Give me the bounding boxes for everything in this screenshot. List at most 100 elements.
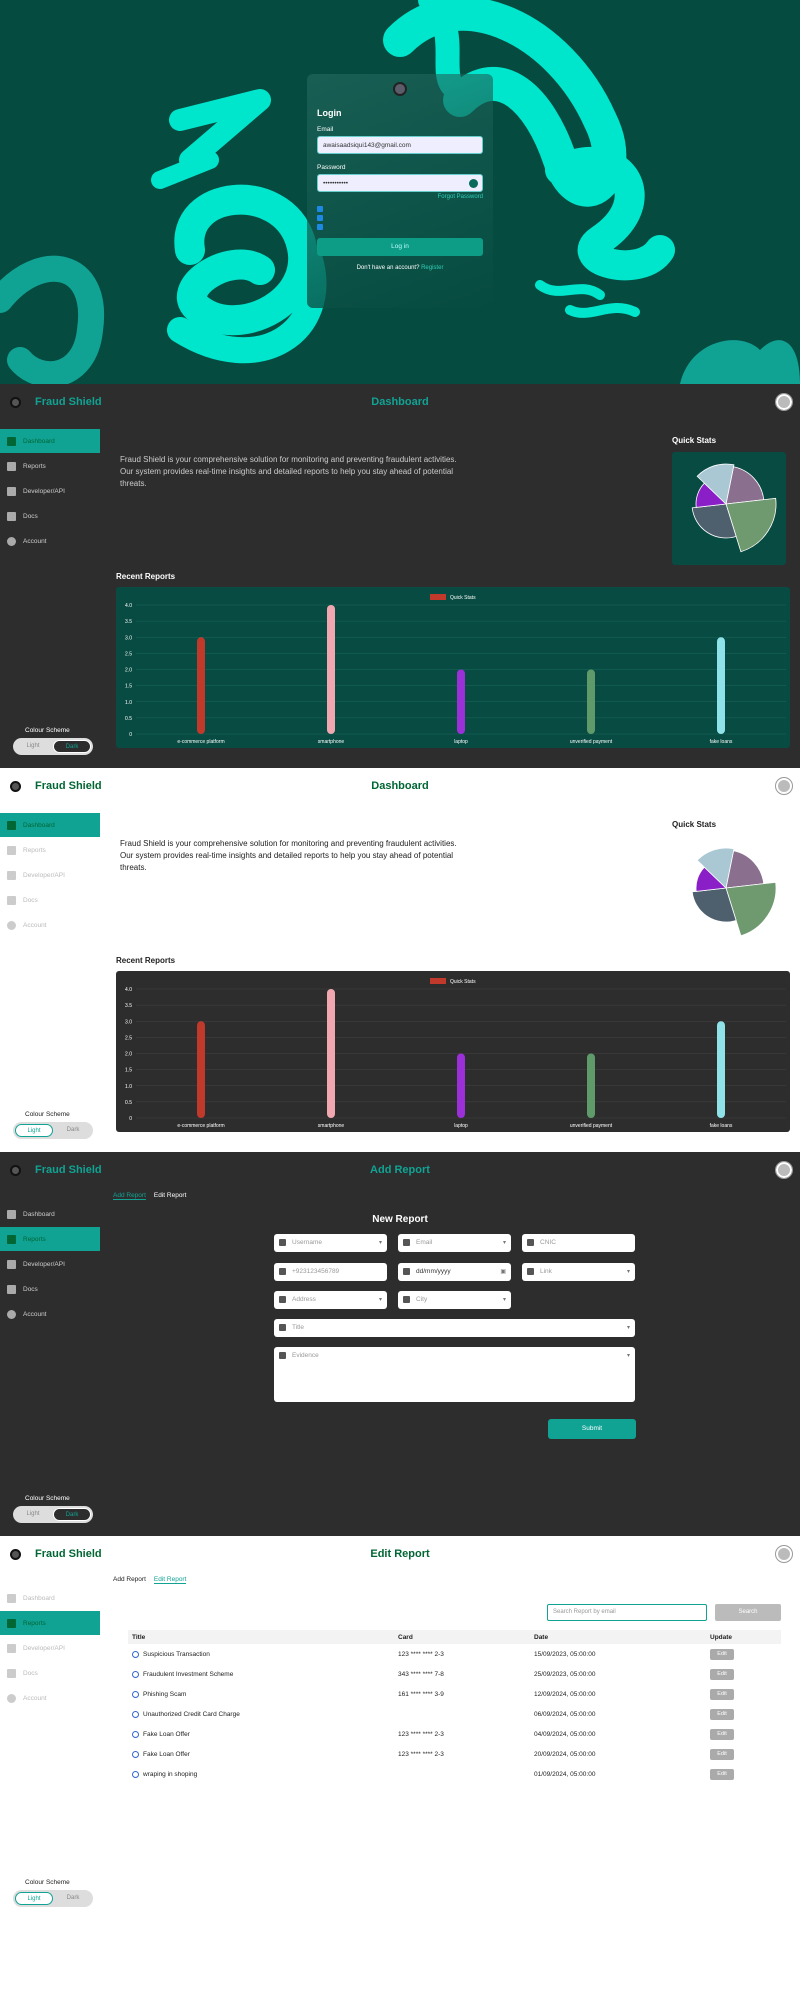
scheme-toggle[interactable]: Light Dark — [13, 1122, 93, 1139]
sidebar-item-reports[interactable]: Reports — [0, 1611, 100, 1635]
calendar-icon — [403, 1268, 410, 1275]
row-title[interactable]: wraping in shoping — [128, 1770, 398, 1778]
search-button[interactable]: Search — [715, 1604, 781, 1621]
sidebar-item-account[interactable]: Account — [0, 529, 100, 553]
dark-option[interactable]: Dark — [53, 1508, 91, 1521]
light-option[interactable]: Light — [26, 743, 40, 749]
dark-option[interactable]: Dark — [66, 1127, 80, 1133]
edit-button[interactable]: Edit — [710, 1748, 734, 1760]
sidebar-item-account[interactable]: Account — [0, 913, 100, 937]
cnic-field[interactable]: CNIC — [522, 1234, 635, 1252]
username-field[interactable]: Username ▾ — [274, 1234, 387, 1252]
edit-button[interactable]: Edit — [710, 1688, 734, 1700]
evidence-field[interactable]: Evidence ▾ — [274, 1347, 635, 1402]
attachment-icon — [279, 1352, 286, 1359]
sidebar-item-dashboard[interactable]: Dashboard — [0, 429, 100, 453]
forgot-password-link[interactable]: Forgot Password — [437, 194, 483, 200]
scheme-toggle[interactable]: Light Dark — [13, 738, 93, 755]
address-field[interactable]: Address ▾ — [274, 1291, 387, 1309]
light-option[interactable]: Light — [15, 1124, 53, 1137]
checkbox-icon[interactable] — [317, 206, 323, 212]
email-field[interactable]: awaisaadsiqui143@gmail.com — [317, 136, 483, 154]
sidebar-item-account[interactable]: Account — [0, 1686, 100, 1710]
checkbox-row[interactable] — [317, 215, 483, 221]
edit-button[interactable]: Edit — [710, 1648, 734, 1660]
sidebar-item-developer[interactable]: Developer/API — [0, 1252, 100, 1276]
sidebar-item-docs[interactable]: Docs — [0, 888, 100, 912]
tab-add-report[interactable]: Add Report — [113, 1576, 146, 1583]
intro-text: Fraud Shield is your comprehensive solut… — [120, 455, 457, 488]
scheme-toggle[interactable]: Light Dark — [13, 1506, 93, 1523]
title-field[interactable]: Title ▾ — [274, 1319, 635, 1337]
tab-edit-report[interactable]: Edit Report — [153, 1192, 187, 1199]
register-link[interactable]: Register — [421, 265, 444, 271]
page-title: Dashboard — [371, 396, 429, 408]
dark-option[interactable]: Dark — [66, 1895, 80, 1901]
checkbox-icon[interactable] — [317, 215, 323, 221]
reports-icon — [7, 1234, 16, 1244]
y-tick-label: 3.5 — [125, 619, 132, 625]
sidebar-item-label: Docs — [23, 512, 38, 520]
sidebar-item-reports[interactable]: Reports — [0, 454, 100, 478]
x-tick-label: e-commerce platform — [177, 1123, 224, 1129]
avatar[interactable] — [775, 393, 793, 411]
row-title[interactable]: Suspicious Transaction — [128, 1650, 398, 1658]
bar — [327, 605, 335, 734]
sidebar-item-developer[interactable]: Developer/API — [0, 1636, 100, 1660]
edit-button[interactable]: Edit — [710, 1668, 734, 1680]
sidebar-item-docs[interactable]: Docs — [0, 1277, 100, 1301]
bar — [587, 669, 595, 734]
city-field[interactable]: City ▾ — [398, 1291, 511, 1309]
sidebar-item-reports[interactable]: Reports — [0, 1227, 100, 1251]
row-title[interactable]: Fake Loan Offer — [128, 1750, 398, 1758]
sidebar-item-dashboard[interactable]: Dashboard — [0, 1202, 100, 1226]
tab-edit-report[interactable]: Edit Report — [153, 1576, 187, 1584]
avatar[interactable] — [775, 1545, 793, 1563]
sidebar-item-account[interactable]: Account — [0, 1302, 100, 1326]
sidebar-item-label: Reports — [23, 846, 46, 854]
x-tick-label: smartphone — [318, 1123, 345, 1129]
legend-label: Quick Stats — [450, 595, 476, 601]
edit-button[interactable]: Edit — [710, 1728, 734, 1740]
sidebar-item-docs[interactable]: Docs — [0, 504, 100, 528]
sidebar-item-dashboard[interactable]: Dashboard — [0, 813, 100, 837]
eye-icon[interactable] — [469, 179, 478, 188]
row-title[interactable]: Fraudulent Investment Scheme — [128, 1670, 398, 1678]
sidebar-item-dashboard[interactable]: Dashboard — [0, 1586, 100, 1610]
edit-button[interactable]: Edit — [710, 1768, 734, 1780]
submit-button[interactable]: Submit — [548, 1419, 636, 1439]
checkbox-row[interactable] — [317, 206, 483, 212]
sidebar-item-label: Account — [23, 537, 47, 545]
sidebar-item-developer[interactable]: Developer/API — [0, 479, 100, 503]
sidebar-item-reports[interactable]: Reports — [0, 838, 100, 862]
phone-field[interactable]: +923123456789 — [274, 1263, 387, 1281]
avatar[interactable] — [775, 1161, 793, 1179]
light-option[interactable]: Light — [26, 1511, 40, 1517]
sidebar-item-docs[interactable]: Docs — [0, 1661, 100, 1685]
calendar-picker-icon[interactable]: ▣ — [500, 1269, 506, 1275]
email-field[interactable]: Email ▾ — [398, 1234, 511, 1252]
link-field[interactable]: Link ▾ — [522, 1263, 635, 1281]
row-title[interactable]: Fake Loan Offer — [128, 1730, 398, 1738]
tab-add-report[interactable]: Add Report — [113, 1192, 146, 1200]
login-button[interactable]: Log in — [317, 238, 483, 256]
row-date: 15/09/2023, 05:00:00 — [534, 1650, 596, 1658]
dark-option[interactable]: Dark — [53, 740, 91, 753]
sidebar-item-label: Account — [23, 1694, 47, 1702]
avatar[interactable] — [775, 777, 793, 795]
docs-icon — [7, 511, 16, 521]
row-title[interactable]: Phishing Scam — [128, 1690, 398, 1698]
scheme-toggle[interactable]: Light Dark — [13, 1890, 93, 1907]
checkbox-row[interactable] — [317, 224, 483, 230]
light-option[interactable]: Light — [15, 1892, 53, 1905]
password-field[interactable]: ••••••••••• — [317, 174, 483, 192]
date-field[interactable]: dd/mm/yyyy ▣ — [398, 1263, 511, 1281]
edit-button[interactable]: Edit — [710, 1708, 734, 1720]
search-input[interactable]: Search Report by email — [547, 1604, 707, 1621]
sidebar-item-developer[interactable]: Developer/API — [0, 863, 100, 887]
sidebar-item-label: Dashboard — [23, 437, 55, 445]
x-tick-label: fake loans — [710, 1123, 733, 1129]
checkbox-icon[interactable] — [317, 224, 323, 230]
pie-slice — [696, 463, 735, 505]
row-title[interactable]: Unauthorized Credit Card Charge — [128, 1710, 398, 1718]
